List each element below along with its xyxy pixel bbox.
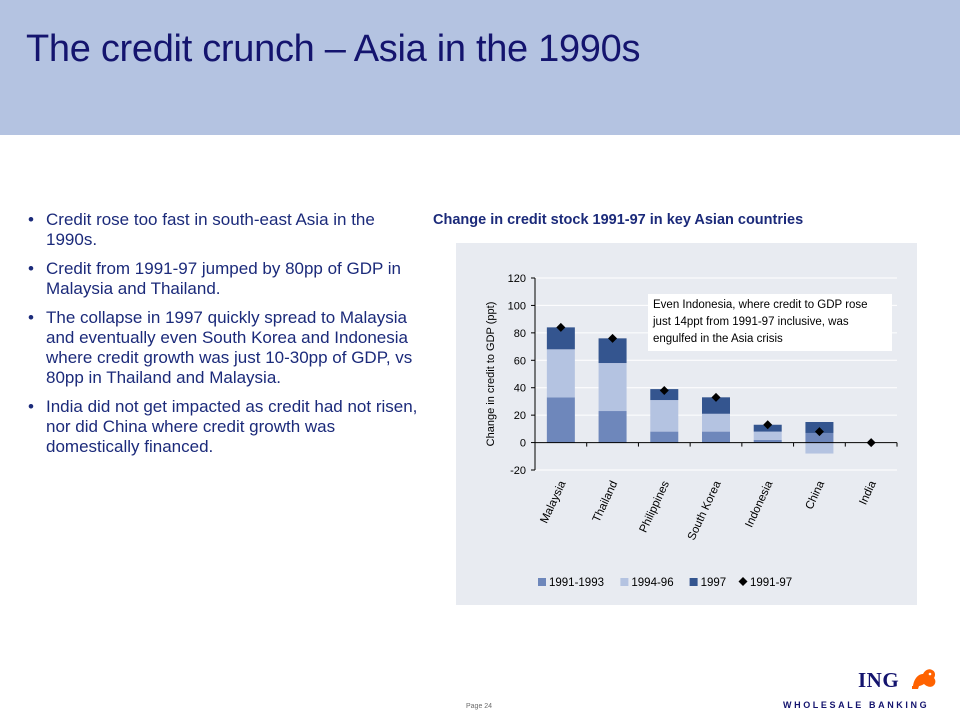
legend-swatch	[689, 578, 698, 586]
legend-label: 1991-97	[750, 577, 792, 589]
bullet-item: Credit from 1991-97 jumped by 80pp of GD…	[28, 259, 428, 299]
y-tick-label: 120	[508, 273, 526, 285]
slide-title: The credit crunch – Asia in the 1990s	[26, 28, 641, 70]
bullet-list: Credit rose too fast in south-east Asia …	[28, 210, 428, 466]
total-marker	[814, 427, 824, 437]
bar-segment	[546, 349, 575, 398]
total-marker	[659, 385, 669, 395]
category-label: India	[857, 479, 879, 507]
bar-segment	[805, 432, 834, 443]
legend-label: 1991-1993	[549, 577, 604, 589]
total-marker	[608, 333, 618, 343]
legend-label: 1997	[701, 577, 727, 589]
ing-tagline: WHOLESALE BANKING	[783, 700, 930, 710]
y-tick-label: -20	[510, 465, 526, 477]
bar-segment	[598, 411, 627, 443]
bar-segment	[650, 431, 679, 443]
credit-chart: -20 0 20 40 60 80 100 120 Change in credit to GD…	[485, 273, 898, 589]
bar-segment	[702, 397, 730, 414]
bar-segment	[753, 431, 782, 440]
legend-swatch	[738, 577, 748, 586]
total-marker	[866, 438, 876, 448]
page-number: Page 24	[466, 703, 493, 710]
annotation-text: Even Indonesia, where credit to GDP rose…	[652, 299, 868, 345]
category-label: Malaysia	[539, 479, 569, 526]
bullet-item: Credit rose too fast in south-east Asia …	[28, 210, 428, 250]
lion-icon	[912, 669, 936, 689]
bar-segment	[702, 413, 730, 432]
bar-segment	[702, 431, 730, 443]
legend-swatch	[620, 578, 629, 586]
total-marker	[711, 392, 721, 402]
y-tick-label: 40	[514, 383, 526, 395]
chart-title: Change in credit stock 1991-97 in key As…	[433, 212, 804, 228]
category-label: South Korea	[686, 479, 724, 543]
chart-panel: -20 0 20 40 60 80 100 120 Change in credit to GD…	[456, 243, 917, 605]
y-tick-label: 0	[520, 438, 526, 450]
ing-logo: ING	[858, 668, 936, 693]
y-tick-label: 60	[514, 355, 526, 367]
total-marker	[556, 322, 566, 332]
legend-swatch	[538, 578, 546, 586]
total-marker	[763, 420, 773, 430]
bullet-item: The collapse in 1997 quickly spread to M…	[28, 308, 428, 388]
bar-segment	[650, 400, 679, 432]
bar-segment	[805, 442, 834, 454]
category-label: Thailand	[591, 479, 621, 524]
bar-segment	[753, 439, 782, 443]
y-tick-label: 20	[514, 410, 526, 422]
title-band	[0, 0, 960, 135]
bar-segment	[598, 363, 627, 412]
ing-logo-text: ING	[858, 668, 900, 692]
bar-segment	[546, 397, 575, 443]
category-label: Philippines	[638, 479, 672, 535]
y-tick-label: 80	[514, 328, 526, 340]
legend-label: 1994-96	[631, 577, 673, 589]
category-label: Indonesia	[743, 479, 775, 530]
bar-segment	[546, 327, 575, 350]
category-label: China	[804, 479, 828, 512]
bullet-item: India did not get impacted as credit had…	[28, 397, 428, 457]
annotation-box	[648, 294, 892, 351]
y-axis-title: Change in credit to GDP (ppt)	[485, 302, 497, 447]
y-tick-label: 100	[508, 300, 526, 312]
